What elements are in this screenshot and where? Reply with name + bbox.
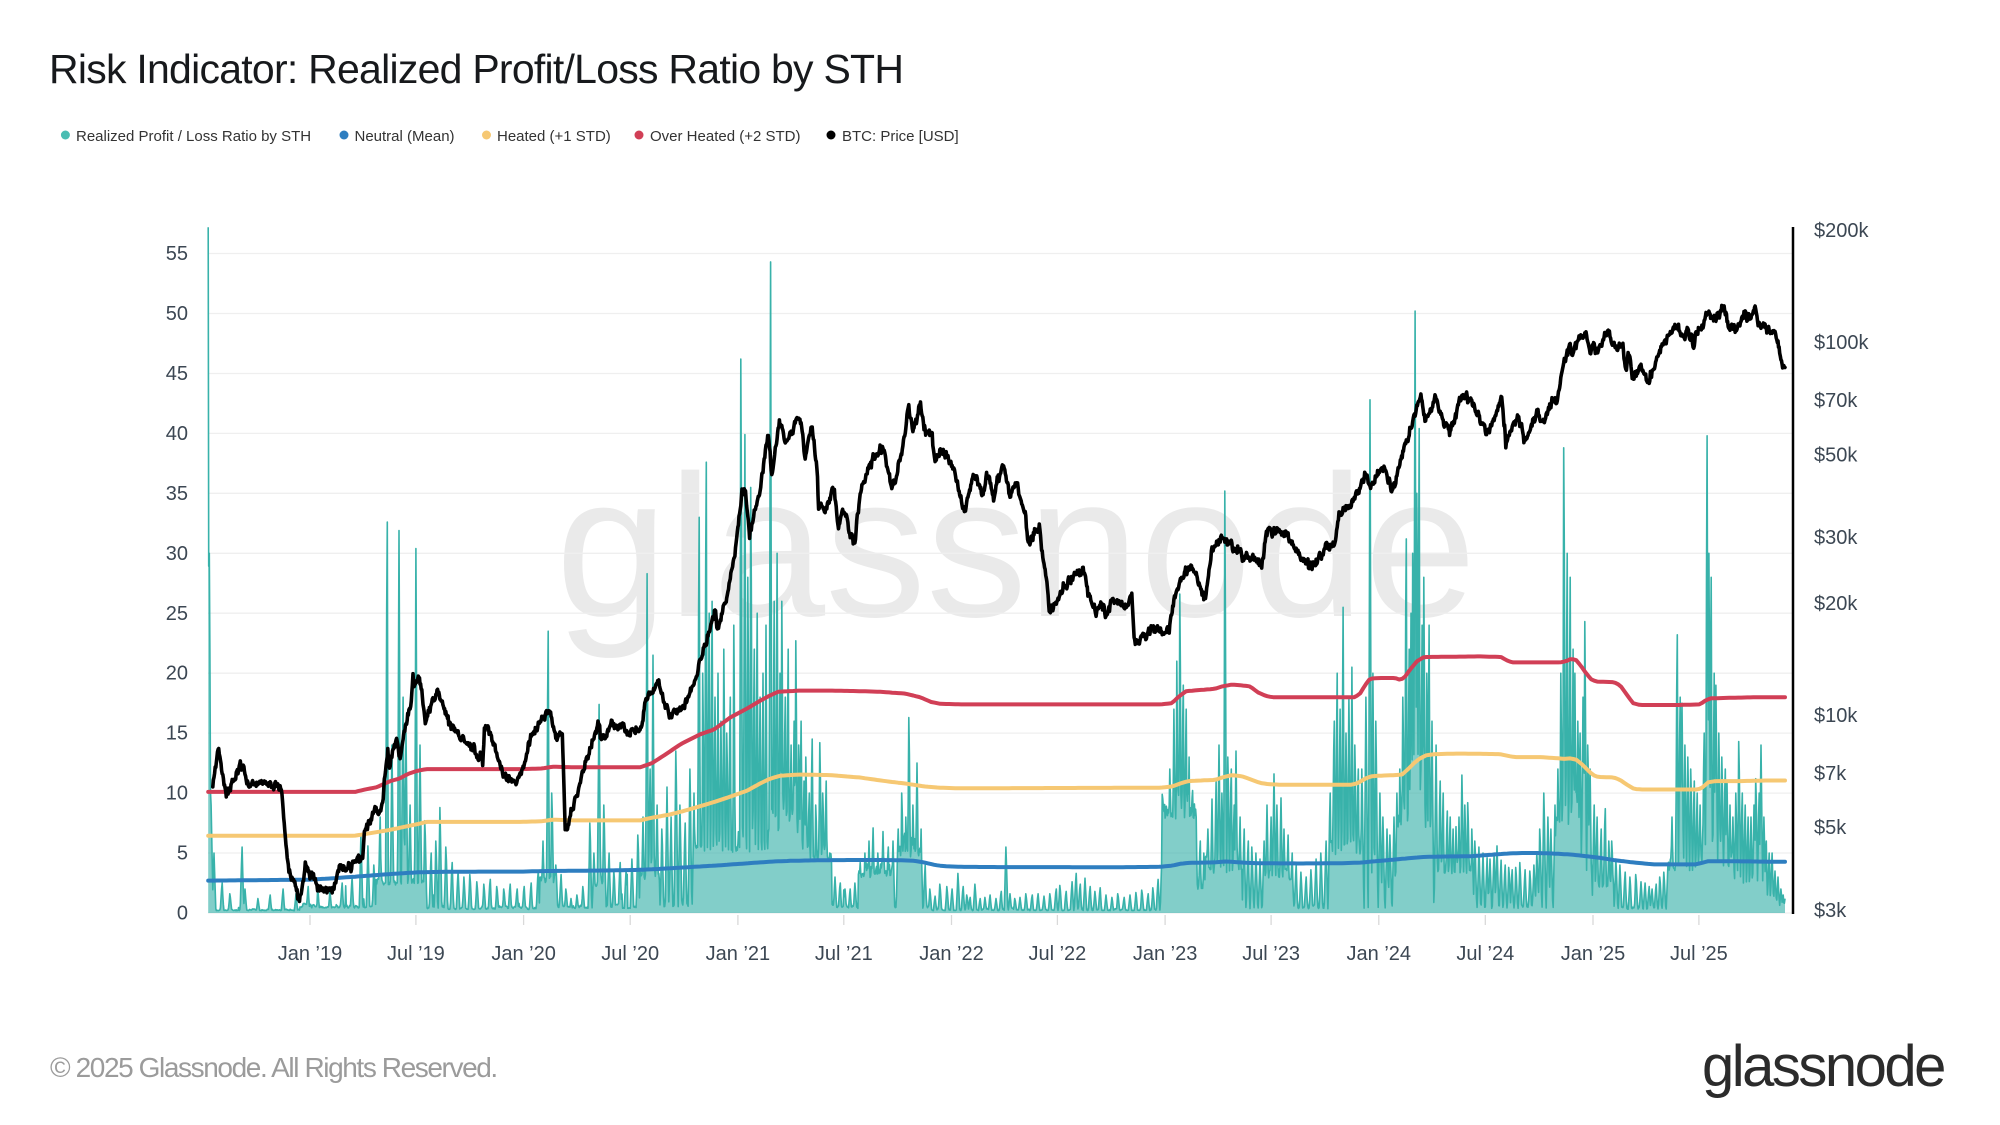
svg-text:$20k: $20k bbox=[1814, 593, 1858, 615]
svg-text:Jan ’22: Jan ’22 bbox=[919, 943, 984, 965]
svg-text:35: 35 bbox=[166, 483, 188, 505]
svg-text:Jul ’21: Jul ’21 bbox=[815, 943, 873, 965]
svg-text:Jan ’20: Jan ’20 bbox=[491, 943, 556, 965]
svg-text:Jan ’25: Jan ’25 bbox=[1561, 943, 1626, 965]
svg-text:$30k: $30k bbox=[1814, 527, 1858, 549]
svg-text:Risk Indicator: Realized Profi: Risk Indicator: Realized Profit/Loss Rat… bbox=[49, 46, 903, 92]
svg-text:$100k: $100k bbox=[1814, 332, 1869, 354]
svg-text:$5k: $5k bbox=[1814, 817, 1847, 839]
svg-text:Jan ’24: Jan ’24 bbox=[1347, 943, 1412, 965]
svg-text:40: 40 bbox=[166, 423, 188, 445]
svg-text:$50k: $50k bbox=[1814, 444, 1858, 466]
svg-text:Realized Profit / Loss Ratio b: Realized Profit / Loss Ratio by STH bbox=[76, 128, 311, 145]
svg-text:Jul ’24: Jul ’24 bbox=[1456, 943, 1514, 965]
svg-text:25: 25 bbox=[166, 603, 188, 625]
svg-text:Jul ’25: Jul ’25 bbox=[1670, 943, 1728, 965]
svg-text:30: 30 bbox=[166, 543, 188, 565]
svg-text:Heated (+1 STD): Heated (+1 STD) bbox=[497, 128, 611, 145]
svg-text:20: 20 bbox=[166, 663, 188, 685]
svg-text:$7k: $7k bbox=[1814, 763, 1847, 785]
svg-text:glassnode: glassnode bbox=[556, 433, 1477, 659]
svg-text:15: 15 bbox=[166, 723, 188, 745]
svg-text:Jul ’20: Jul ’20 bbox=[601, 943, 659, 965]
svg-text:$200k: $200k bbox=[1814, 220, 1869, 242]
svg-text:$10k: $10k bbox=[1814, 705, 1858, 727]
svg-text:Jan ’23: Jan ’23 bbox=[1133, 943, 1198, 965]
svg-text:55: 55 bbox=[166, 243, 188, 265]
svg-text:Jul ’23: Jul ’23 bbox=[1242, 943, 1300, 965]
svg-text:5: 5 bbox=[177, 843, 188, 865]
svg-text:Jul ’19: Jul ’19 bbox=[387, 943, 445, 965]
svg-text:0: 0 bbox=[177, 903, 188, 925]
svg-text:glassnode: glassnode bbox=[1702, 1034, 1944, 1099]
svg-text:Jul ’22: Jul ’22 bbox=[1028, 943, 1086, 965]
svg-text:Jan ’21: Jan ’21 bbox=[706, 943, 771, 965]
svg-text:$70k: $70k bbox=[1814, 390, 1858, 412]
svg-text:$3k: $3k bbox=[1814, 900, 1847, 922]
svg-text:45: 45 bbox=[166, 363, 188, 385]
svg-text:© 2025 Glassnode. All Rights R: © 2025 Glassnode. All Rights Reserved. bbox=[50, 1052, 497, 1083]
svg-text:Jan ’19: Jan ’19 bbox=[278, 943, 343, 965]
svg-text:10: 10 bbox=[166, 783, 188, 805]
svg-text:Neutral (Mean): Neutral (Mean) bbox=[355, 128, 455, 145]
svg-text:Over Heated (+2 STD): Over Heated (+2 STD) bbox=[650, 128, 800, 145]
svg-text:BTC: Price [USD]: BTC: Price [USD] bbox=[842, 128, 959, 145]
svg-text:50: 50 bbox=[166, 303, 188, 325]
